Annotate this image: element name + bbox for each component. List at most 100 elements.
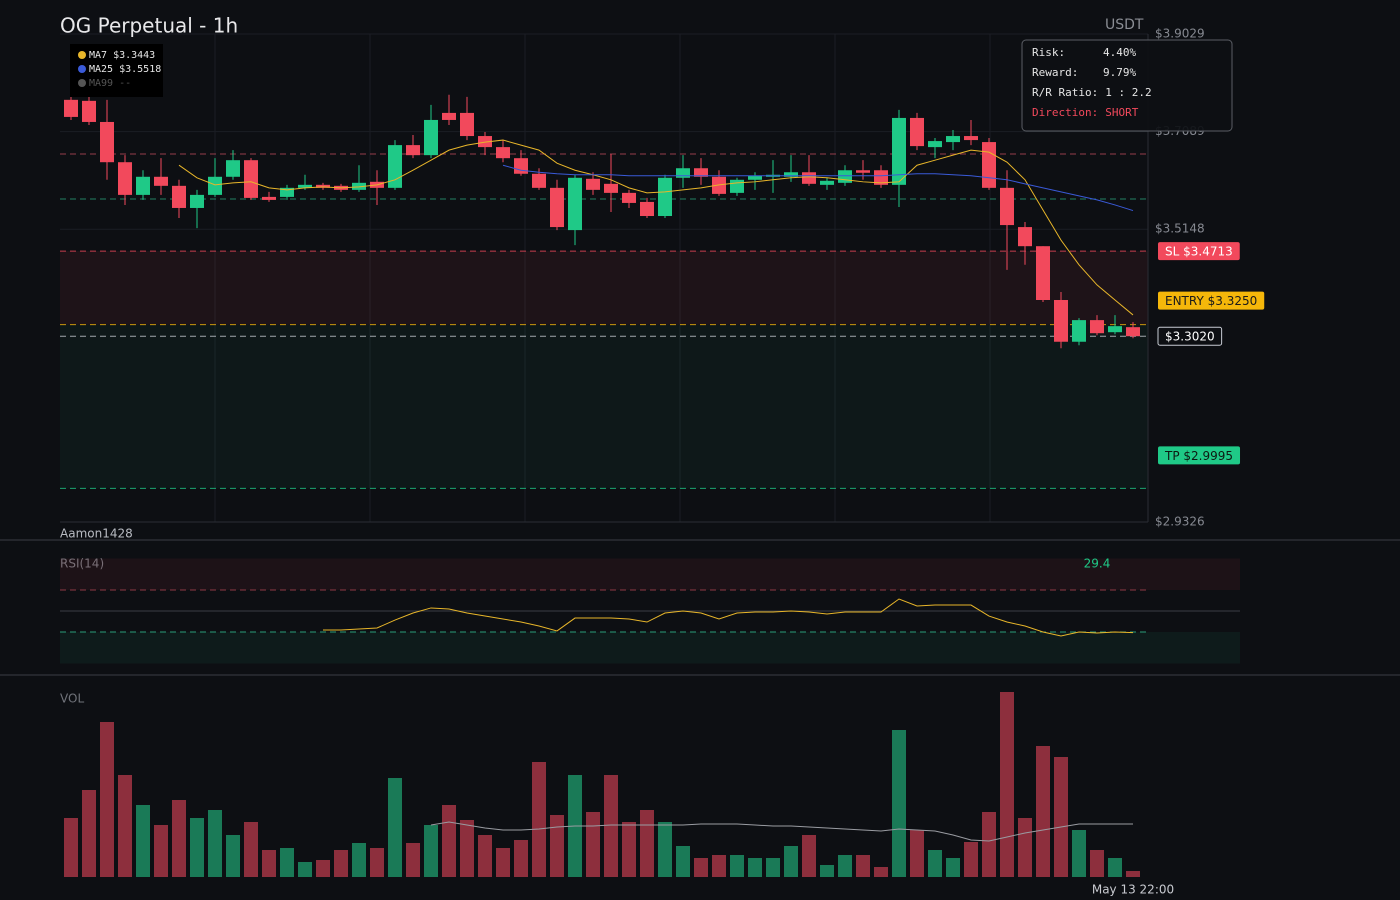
watermark: Aamon1428 bbox=[60, 527, 133, 541]
candle-body bbox=[748, 175, 762, 180]
candle-body bbox=[820, 180, 834, 185]
volume-bar bbox=[712, 855, 726, 877]
legend-name: MA25 bbox=[89, 64, 113, 75]
candle-body bbox=[622, 192, 636, 203]
candle-body bbox=[82, 100, 96, 122]
candle-body bbox=[226, 160, 240, 177]
candle-body bbox=[388, 145, 402, 188]
candle-body bbox=[550, 187, 564, 228]
volume-title: VOL bbox=[60, 692, 84, 706]
candle-body bbox=[496, 147, 510, 159]
volume-bar bbox=[1036, 746, 1050, 877]
candle-body bbox=[262, 196, 276, 200]
volume-bar bbox=[694, 858, 708, 877]
candle-body bbox=[136, 176, 150, 195]
volume-bar bbox=[262, 850, 276, 877]
legend-name: MA7 bbox=[89, 50, 107, 61]
volume-bar bbox=[388, 778, 402, 877]
volume-bar bbox=[298, 862, 312, 877]
volume-bar bbox=[892, 730, 906, 877]
candle-body bbox=[694, 168, 708, 177]
trade-zone bbox=[60, 251, 1148, 325]
volume-bar bbox=[640, 810, 654, 877]
y-tick-label: $3.5148 bbox=[1155, 222, 1205, 236]
volume-ma-line bbox=[430, 821, 1133, 842]
volume-bar bbox=[730, 855, 744, 877]
level-label-bg bbox=[1158, 242, 1240, 261]
volume-bar bbox=[676, 846, 690, 877]
volume-bar bbox=[550, 815, 564, 877]
candle-body bbox=[802, 172, 816, 184]
rsi-title: RSI(14) bbox=[60, 557, 104, 571]
candle-body bbox=[172, 185, 186, 208]
ma-line bbox=[502, 164, 1134, 212]
y-tick-label: $2.9326 bbox=[1155, 515, 1205, 529]
candle-body bbox=[64, 99, 78, 117]
legend-dot bbox=[78, 51, 86, 59]
candle-body bbox=[154, 176, 168, 186]
volume-bar bbox=[118, 775, 132, 877]
volume-bar bbox=[136, 805, 150, 877]
level-label-bg bbox=[1158, 446, 1241, 465]
trade-zone bbox=[60, 324, 1148, 489]
candle-body bbox=[1126, 327, 1140, 337]
volume-bar bbox=[208, 810, 222, 877]
candle-body bbox=[658, 177, 672, 217]
legend-dot bbox=[78, 65, 86, 73]
candle-body bbox=[532, 173, 546, 188]
candle-body bbox=[118, 162, 132, 195]
vertical-grid bbox=[214, 34, 991, 522]
volume-bar bbox=[1072, 830, 1086, 877]
candle-body bbox=[676, 168, 690, 178]
trade-info-value: SHORT bbox=[1105, 106, 1138, 119]
candle-body bbox=[424, 119, 438, 156]
legend-value: -- bbox=[119, 78, 131, 89]
volume-bar bbox=[226, 835, 240, 877]
rsi-value: 29.4 bbox=[1084, 557, 1111, 571]
volume-bar bbox=[982, 812, 996, 877]
chart-title: OG Perpetual - 1h bbox=[60, 14, 238, 38]
candle-body bbox=[604, 183, 618, 193]
candle-body bbox=[100, 121, 114, 163]
candle-body bbox=[1000, 187, 1014, 226]
volume-bar bbox=[496, 848, 510, 877]
legend-dot bbox=[78, 79, 86, 87]
rsi-oversold-zone bbox=[60, 632, 1240, 664]
candle-body bbox=[1090, 320, 1104, 334]
candle-body bbox=[586, 178, 600, 190]
candle-body bbox=[1054, 300, 1068, 342]
volume-bar bbox=[820, 865, 834, 877]
volume-bar bbox=[1018, 818, 1032, 877]
level-label: $3.3020 bbox=[1165, 330, 1215, 344]
candle-body bbox=[280, 187, 294, 197]
level-label: ENTRY $3.3250 bbox=[1165, 294, 1257, 308]
level-label: TP $2.9995 bbox=[1164, 449, 1233, 463]
volume-bar bbox=[100, 722, 114, 877]
currency-label: USDT bbox=[1105, 17, 1144, 33]
volume-bar bbox=[478, 835, 492, 877]
volume-bar bbox=[1108, 858, 1122, 877]
volume-bar bbox=[334, 850, 348, 877]
volume-bar bbox=[406, 843, 420, 877]
volume-bar bbox=[766, 858, 780, 877]
legend-name: MA99 bbox=[89, 78, 113, 89]
volume-bar bbox=[946, 858, 960, 877]
candle-body bbox=[784, 172, 798, 177]
volume-bar bbox=[622, 822, 636, 877]
volume-bar bbox=[172, 800, 186, 877]
volume-bar bbox=[532, 762, 546, 877]
candle-body bbox=[928, 141, 942, 148]
candle-body bbox=[316, 184, 330, 188]
volume-bar bbox=[442, 805, 456, 877]
candle-body bbox=[190, 194, 204, 208]
trade-info-box bbox=[1021, 39, 1233, 132]
candle-body bbox=[964, 136, 978, 141]
candle-body bbox=[856, 170, 870, 173]
level-label-bg bbox=[1158, 291, 1265, 310]
candle-body bbox=[1072, 320, 1086, 342]
trade-info-value: 4.40% bbox=[1103, 46, 1136, 59]
candle-body bbox=[406, 145, 420, 156]
candle-body bbox=[982, 142, 996, 188]
candle-body bbox=[442, 112, 456, 120]
volume-bar bbox=[1054, 757, 1068, 877]
